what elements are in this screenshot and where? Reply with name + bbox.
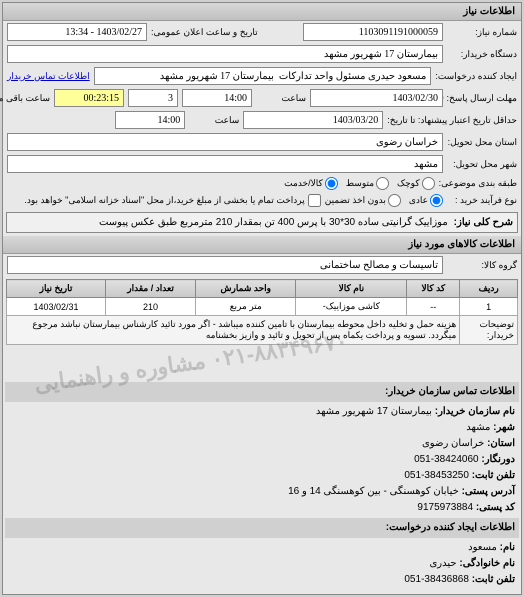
field-announce[interactable] — [7, 23, 147, 41]
field-validity-date[interactable] — [243, 111, 383, 129]
table-notes-row: توضیحات خریدار: هزینه حمل و تخلیه داخل م… — [7, 316, 518, 345]
radio-class-c[interactable]: کالا/خدمت — [284, 177, 338, 190]
val-fname: مسعود — [468, 542, 497, 553]
radio-group-class: کوچک متوسط کالا/خدمت — [284, 177, 434, 190]
field-state[interactable] — [7, 133, 443, 151]
cell-name: کاشی موزاییک- — [296, 298, 407, 316]
label-state: استان محل تحویل: — [447, 137, 517, 148]
lbl-cstate: استان: — [487, 438, 515, 449]
field-reqno[interactable] — [303, 23, 443, 41]
th-qty: تعداد / مقدار — [106, 280, 196, 298]
lbl-lname: نام خانوادگی: — [459, 558, 515, 569]
th-name: نام کالا — [296, 280, 407, 298]
desc-text: موزاییک گرانیتی ساده 30*30 با پرس 400 تن… — [99, 217, 448, 228]
label-time1: ساعت — [256, 93, 306, 104]
radio-class-b[interactable]: متوسط — [346, 177, 389, 190]
label-announce: تاریخ و ساعت اعلان عمومی: — [151, 27, 299, 38]
label-validity: حداقل تاریخ اعتبار پیشنهاد: تا تاریخ: — [387, 115, 517, 126]
th-unit: واحد شمارش — [196, 280, 296, 298]
lbl-fname: نام: — [500, 542, 515, 553]
val-org: بیمارستان 17 شهریور مشهد — [316, 406, 432, 417]
label-buytype: نوع فرآیند خرید : — [447, 195, 517, 206]
field-validity-time[interactable] — [115, 111, 185, 129]
buyer-contact-link[interactable]: اطلاعات تماس خریدار — [7, 71, 90, 82]
th-date: تاریخ نیاز — [7, 280, 106, 298]
contact-section: اطلاعات تماس سازمان خریدار: نام سازمان خ… — [3, 374, 521, 594]
field-remaining — [54, 89, 124, 107]
label-reqno: شماره نیاز: — [447, 27, 517, 38]
label-buyer: دستگاه خریدار: — [447, 49, 517, 60]
lbl-fax: دورنگار: — [481, 454, 515, 465]
section-header-need: اطلاعات نیاز — [3, 3, 521, 21]
cell-code: -- — [407, 298, 460, 316]
checkbox-treasury[interactable]: پرداخت تمام یا بخشی از مبلغ خرید،از محل … — [24, 194, 320, 207]
label-group: گروه کالا: — [447, 260, 517, 271]
field-city[interactable] — [7, 155, 443, 173]
label-class: طبقه بندی موضوعی: — [439, 178, 517, 189]
label-time2: ساعت — [189, 115, 239, 126]
cell-date: 1403/02/31 — [7, 298, 106, 316]
field-creator[interactable] — [94, 67, 432, 85]
th-row: ردیف — [460, 280, 518, 298]
watermark-area: ۰۲۱-۸۸۳۴۹۶۷۰ مشاوره و راهنمایی — [3, 348, 521, 374]
section-header-goods: اطلاعات کالاهای مورد نیاز — [3, 236, 521, 254]
contact-header: اطلاعات تماس سازمان خریدار: — [5, 382, 519, 402]
val-addr: خیابان کوهسنگی - بین کوهسنگی 14 و 16 — [288, 486, 459, 497]
radio-buy-b[interactable]: بدون اخذ تضمین — [325, 194, 401, 207]
label-city: شهر محل تحویل: — [447, 159, 517, 170]
desc-box: شرح کلی نیاز: موزاییک گرانیتی ساده 30*30… — [6, 212, 518, 233]
field-days[interactable] — [128, 89, 178, 107]
field-buyer[interactable] — [7, 45, 443, 63]
lbl-org: نام سازمان خریدار: — [435, 406, 515, 417]
goods-table: ردیف کد کالا نام کالا واحد شمارش تعداد /… — [6, 279, 518, 345]
th-code: کد کالا — [407, 280, 460, 298]
radio-class-a[interactable]: کوچک — [397, 177, 435, 190]
notes-cell: هزینه حمل و تخلیه داخل محوطه بیمارستان ب… — [7, 316, 460, 345]
lbl-ccity: شهر: — [493, 422, 515, 433]
val-ccity: مشهد — [466, 422, 490, 433]
cell-qty: 210 — [106, 298, 196, 316]
notes-label-cell: توضیحات خریدار: — [460, 316, 518, 345]
lbl-tel: تلفن ثابت: — [472, 470, 515, 481]
cell-unit: متر مربع — [196, 298, 296, 316]
lbl-addr: آدرس پستی: — [462, 486, 515, 497]
label-remain: ساعت باقی مانده — [0, 93, 50, 104]
val-lname: حیدری — [429, 558, 456, 569]
label-deadline: مهلت ارسال پاسخ: تا تاریخ: — [447, 93, 517, 104]
lbl-post: کد پستی: — [476, 502, 515, 513]
field-deadline-time[interactable] — [182, 89, 252, 107]
field-deadline-date[interactable] — [310, 89, 443, 107]
field-group[interactable] — [7, 256, 443, 274]
label-creator: ایجاد کننده درخواست: — [435, 71, 517, 82]
val-fax: 38424060-051 — [414, 454, 479, 465]
val-cstate: خراسان رضوی — [422, 438, 484, 449]
val-post: 9175973884 — [417, 502, 473, 513]
table-row: 1 -- کاشی موزاییک- متر مربع 210 1403/02/… — [7, 298, 518, 316]
radio-buy-a[interactable]: عادی — [409, 194, 443, 207]
val-tel: 38453250-051 — [404, 470, 469, 481]
creator-header: اطلاعات ایجاد کننده درخواست: — [5, 518, 519, 538]
desc-label: شرح کلی نیاز: — [454, 217, 513, 228]
radio-group-buy: عادی بدون اخذ تضمین — [325, 194, 443, 207]
cell-row: 1 — [460, 298, 518, 316]
